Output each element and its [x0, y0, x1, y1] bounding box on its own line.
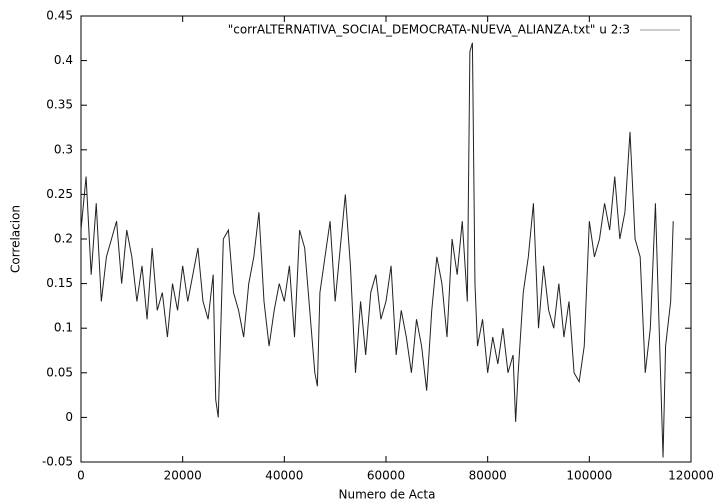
- x-tick-label: 100000: [566, 469, 612, 483]
- data-line: [80, 42, 674, 458]
- y-axis-label: Correlacion: [9, 205, 23, 273]
- legend-label: "corrALTERNATIVA_SOCIAL_DEMOCRATA-NUEVA_…: [228, 23, 630, 37]
- x-tick-label: 120000: [668, 469, 714, 483]
- y-tick-label: 0.05: [46, 365, 73, 379]
- y-tick-label: 0.45: [46, 9, 73, 23]
- y-tick-label: 0.2: [54, 232, 73, 246]
- y-tick-label: 0.35: [46, 98, 73, 112]
- y-tick-label: 0.15: [46, 276, 73, 290]
- x-tick-label: 40000: [265, 469, 303, 483]
- y-tick-label: -0.05: [42, 455, 73, 469]
- y-tick-label: 0: [65, 410, 73, 424]
- y-tick-label: 0.4: [54, 53, 73, 67]
- x-tick-label: 0: [77, 469, 85, 483]
- y-tick-label: 0.25: [46, 187, 73, 201]
- x-axis-label: Numero de Acta: [339, 488, 436, 502]
- x-tick-label: 20000: [164, 469, 202, 483]
- x-tick-label: 80000: [469, 469, 507, 483]
- x-tick-label: 60000: [367, 469, 405, 483]
- y-tick-label: 0.3: [54, 142, 73, 156]
- y-tick-label: 0.1: [54, 321, 73, 335]
